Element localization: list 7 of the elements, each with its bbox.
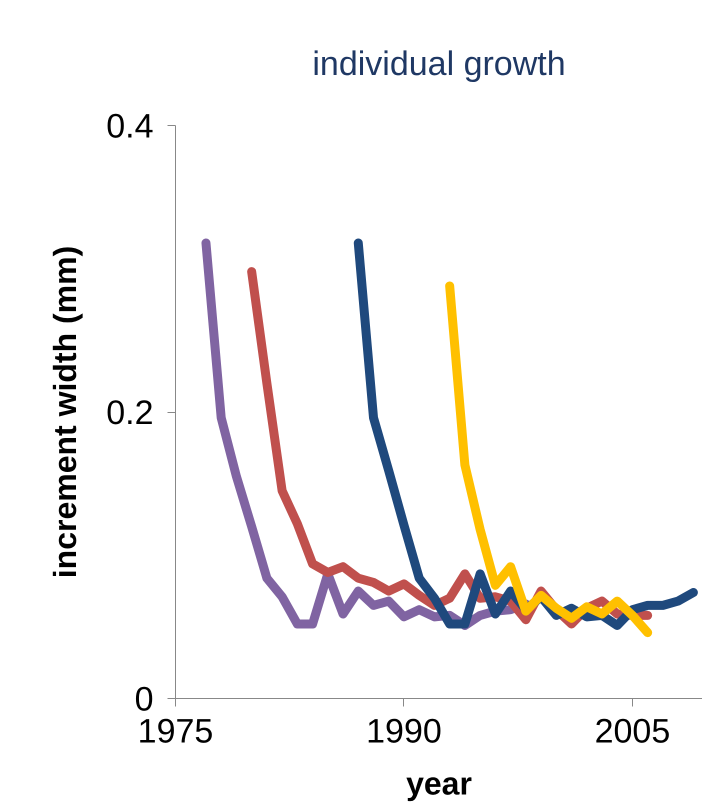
- chart-title: individual growth: [312, 45, 566, 83]
- y-axis-title: increment width (mm): [47, 246, 84, 578]
- x-axis-title: year: [406, 766, 472, 802]
- x-tick-label: 2005: [594, 712, 670, 750]
- y-tick-label: 0.4: [106, 108, 154, 146]
- x-tick-label: 1990: [366, 712, 442, 750]
- y-tick-label: 0.2: [106, 394, 154, 432]
